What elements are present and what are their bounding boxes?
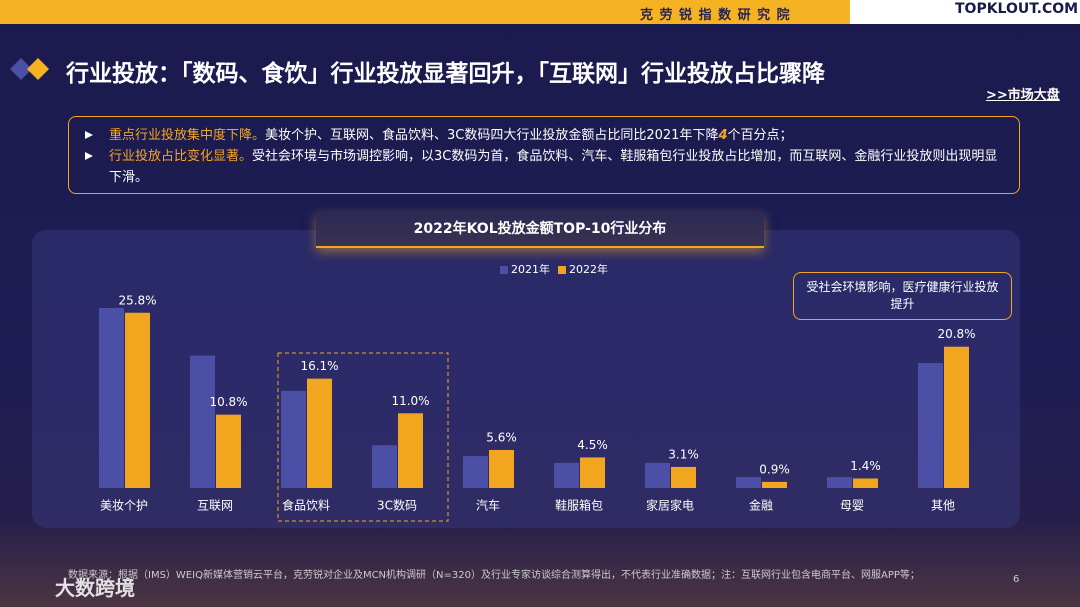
highlight-box — [277, 352, 449, 522]
annotation: 受社会环境影响，医疗健康行业投放提升 — [793, 272, 1012, 320]
slide-title: 行业投放：「数码、食饮」行业投放显著回升，「互联网」行业投放占比骤降 — [66, 61, 825, 87]
value-label: 5.6% — [486, 430, 517, 444]
bar — [645, 462, 670, 488]
bar — [853, 478, 878, 488]
value-label: 1.4% — [850, 459, 881, 473]
bar — [554, 462, 579, 488]
legend-label: 2021年 — [511, 262, 550, 276]
bullet-highlight: 行业投放占比变化显著。 — [109, 149, 253, 164]
bar — [372, 445, 397, 488]
bar — [671, 466, 696, 488]
bar — [463, 456, 488, 488]
bar — [281, 390, 306, 488]
org-name: 克 劳 锐 指 数 研 究 院 — [640, 8, 791, 23]
bullet-highlight: 重点行业投放集中度下降。 — [109, 128, 266, 143]
bullet: 行业投放占比变化显著。受社会环境与市场调控影响，以3C数码为首，食品饮料、汽车、… — [85, 146, 1005, 188]
bar — [944, 346, 969, 488]
value-label: 11.0% — [391, 394, 429, 408]
x-tick-label: 母婴 — [840, 499, 864, 513]
bar — [489, 449, 514, 488]
x-tick-label: 家居家电 — [646, 498, 694, 513]
bullet-text: 受社会环境与市场调控影响，以3C数码为首，食品饮料、汽车、鞋服箱包行业投放占比增… — [109, 149, 998, 185]
bar — [216, 414, 241, 488]
bar — [190, 355, 215, 488]
x-tick-label: 互联网 — [197, 499, 233, 513]
value-label: 10.8% — [209, 395, 247, 409]
x-tick-label: 3C数码 — [377, 498, 417, 513]
legend-swatch — [500, 266, 508, 274]
bar — [827, 477, 852, 488]
bar — [99, 308, 124, 488]
page-number: 6 — [1013, 574, 1020, 585]
bullet-box: 重点行业投放集中度下降。美妆个护、互联网、食品饮料、3C数码四大行业投放金额占比… — [68, 116, 1020, 194]
x-tick-label: 汽车 — [476, 498, 500, 513]
nav-link[interactable]: >>市场大盘 — [986, 88, 1060, 103]
bar — [762, 481, 787, 488]
source-note: 数据来源：根据（IMS）WEIQ新媒体营销云平台，克劳锐对企业及MCN机构调研（… — [68, 570, 920, 581]
bar — [580, 457, 605, 488]
x-tick-label: 鞋服箱包 — [555, 498, 603, 513]
bar — [307, 378, 332, 488]
value-label: 3.1% — [668, 447, 699, 461]
x-tick-label: 其他 — [931, 499, 955, 513]
watermark: 大数跨境 — [55, 576, 135, 600]
top-bar — [0, 0, 850, 24]
value-label: 25.8% — [118, 293, 156, 307]
logo-area — [850, 0, 1080, 24]
background-glow — [0, 520, 1080, 607]
bar — [398, 413, 423, 488]
bullet-text: 个百分点； — [727, 128, 793, 143]
value-label: 20.8% — [937, 327, 975, 341]
value-label: 4.5% — [577, 438, 608, 452]
bullet: 重点行业投放集中度下降。美妆个护、互联网、食品饮料、3C数码四大行业投放金额占比… — [85, 125, 1005, 146]
title-icon — [10, 58, 49, 80]
bar — [125, 312, 150, 488]
bar — [736, 477, 761, 488]
legend-swatch — [558, 266, 566, 274]
x-tick-label: 食品饮料 — [282, 498, 330, 513]
x-tick-label: 美妆个护 — [100, 499, 148, 513]
site-logo: TOPKLOUT.COM — [955, 1, 1079, 17]
chart-title: 2022年KOL投放金额TOP-10行业分布 — [316, 212, 764, 248]
x-tick-label: 金融 — [749, 498, 773, 513]
bar — [918, 363, 943, 488]
bullet-number: 4 — [718, 128, 728, 143]
bullet-text: 美妆个护、互联网、食品饮料、3C数码四大行业投放金额占比同比2021年下降 — [265, 128, 719, 143]
legend-label: 2022年 — [569, 262, 608, 276]
value-label: 16.1% — [300, 359, 338, 373]
value-label: 0.9% — [759, 462, 790, 476]
